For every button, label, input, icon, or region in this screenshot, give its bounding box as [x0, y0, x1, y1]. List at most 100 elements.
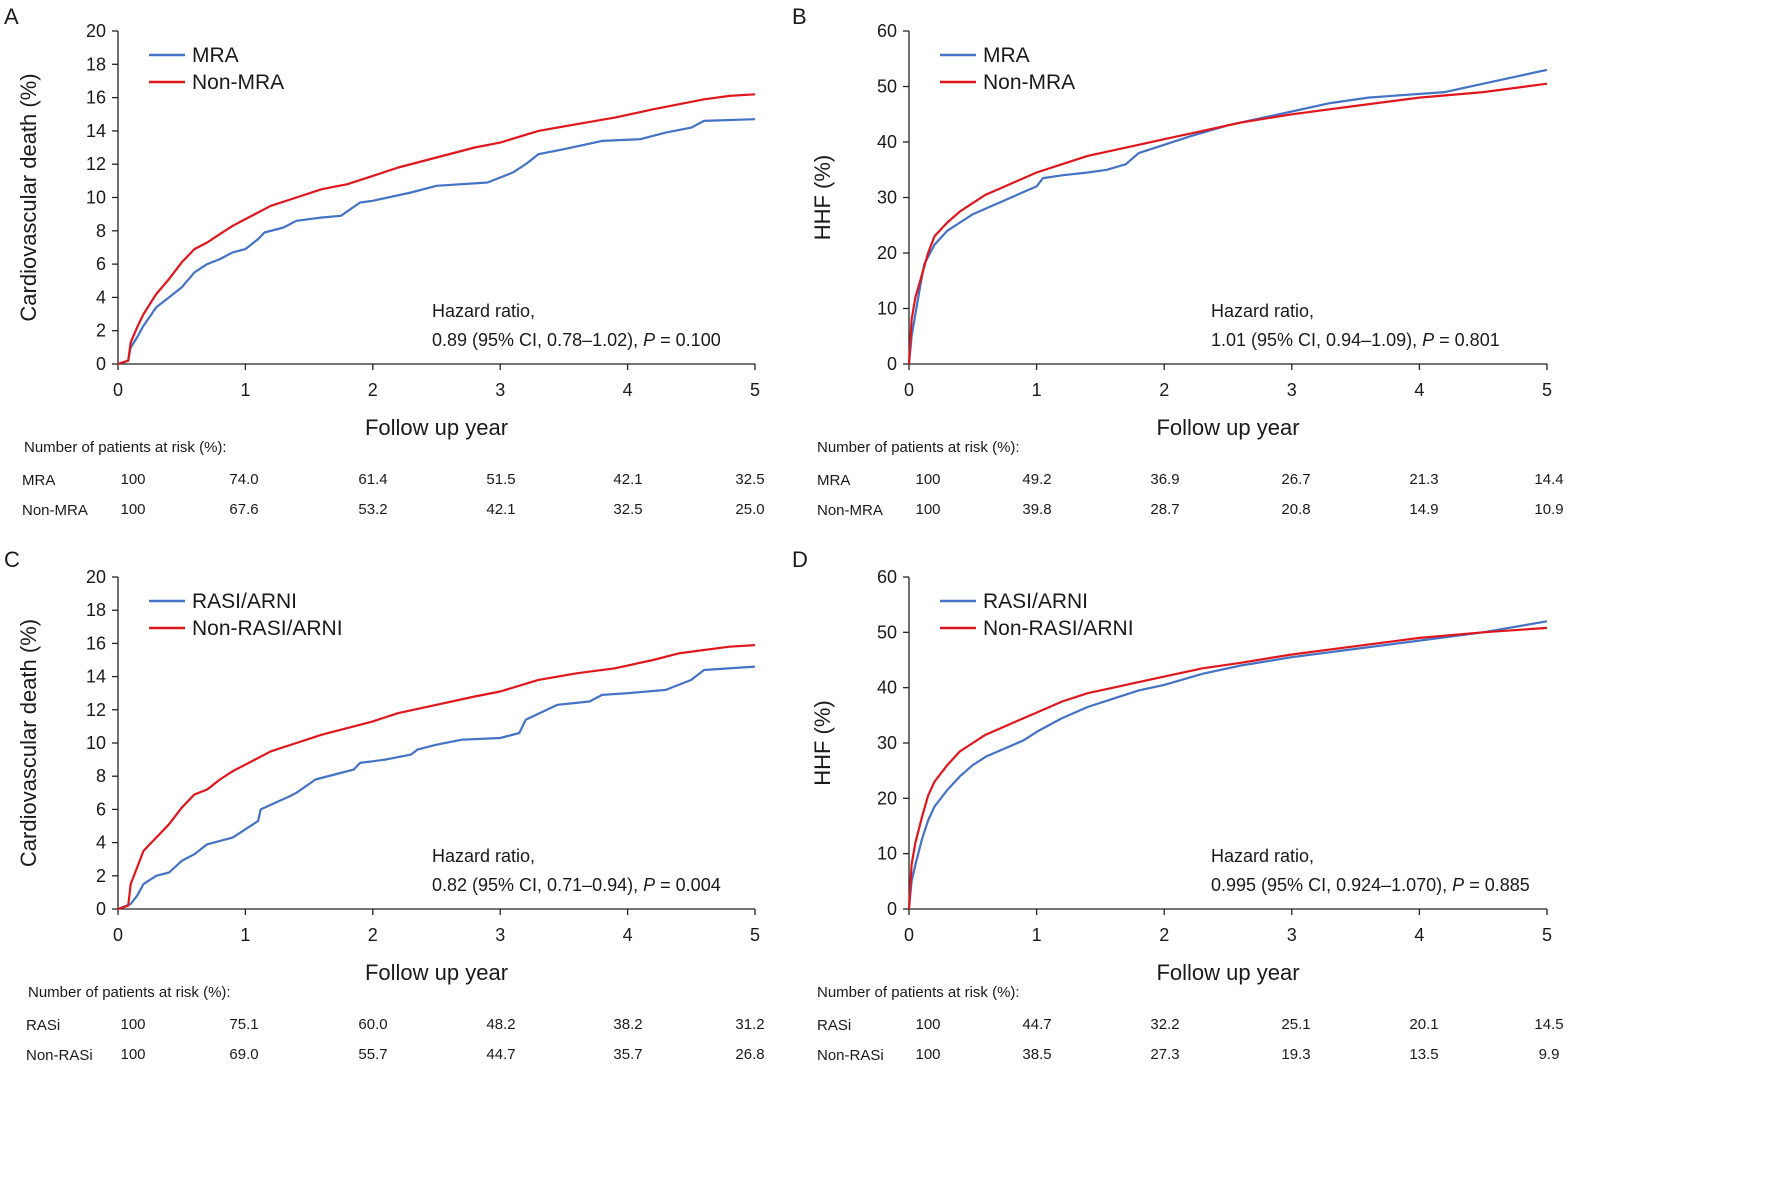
- risk-cell: 100: [915, 1016, 940, 1033]
- risk-cell: 32.5: [735, 471, 764, 488]
- risk-cell: 19.3: [1281, 1046, 1310, 1063]
- x-tick-label: 5: [1542, 380, 1552, 400]
- hazard-ratio-value: 0.995 (95% CI, 0.924–1.070), P = 0.885: [1211, 875, 1530, 895]
- y-tick-label: 6: [96, 254, 106, 274]
- x-tick-label: 2: [368, 925, 378, 945]
- x-tick-label: 2: [1159, 380, 1169, 400]
- chart-panel-b: B 0 10 20 30 40 50 60 0 1 2 3 4 5 Follow up year HHF (%…: [792, 4, 1564, 519]
- risk-cell: 61.4: [358, 471, 387, 488]
- risk-cell: 38.5: [1022, 1046, 1051, 1063]
- hazard-ratio-value: 0.89 (95% CI, 0.78–1.02), P = 0.100: [432, 330, 721, 350]
- series-line-non-rasi-arni: [117, 644, 756, 911]
- hazard-ratio-title: Hazard ratio,: [432, 846, 535, 866]
- risk-cell: 100: [915, 471, 940, 488]
- y-tick-label: 14: [86, 121, 106, 141]
- y-tick-label: 12: [86, 700, 106, 720]
- risk-cell: 100: [120, 1016, 145, 1033]
- risk-cell: 48.2: [486, 1016, 515, 1033]
- y-tick-label: 14: [86, 667, 106, 687]
- y-tick-label: 30: [877, 188, 897, 208]
- y-tick-label: 12: [86, 154, 106, 174]
- risk-cell: 26.7: [1281, 471, 1310, 488]
- y-axis-label: Cardiovascular death (%): [16, 73, 41, 321]
- risk-cell: 38.2: [613, 1016, 642, 1033]
- risk-cell: 100: [120, 501, 145, 518]
- risk-cell: 74.0: [229, 471, 258, 488]
- risk-row-label: Non-MRA: [22, 502, 88, 519]
- risk-cell: 75.1: [229, 1016, 258, 1033]
- hazard-ratio-title: Hazard ratio,: [1211, 846, 1314, 866]
- y-tick-label: 0: [96, 354, 106, 374]
- panel-letter: C: [4, 547, 20, 572]
- risk-cell: 55.7: [358, 1046, 387, 1063]
- risk-cell: 27.3: [1150, 1046, 1179, 1063]
- risk-row-label: Non-RASi: [817, 1047, 884, 1064]
- risk-cell: 21.3: [1409, 471, 1438, 488]
- y-tick-label: 10: [877, 844, 897, 864]
- risk-cell: 20.1: [1409, 1016, 1438, 1033]
- x-tick-label: 1: [240, 380, 250, 400]
- risk-cell: 20.8: [1281, 501, 1310, 518]
- p-value: = 0.100: [655, 330, 721, 350]
- x-axis-label: Follow up year: [365, 415, 508, 440]
- risk-cell: 25.1: [1281, 1016, 1310, 1033]
- risk-cell: 39.8: [1022, 501, 1051, 518]
- series-line-rasi-arni: [907, 620, 1548, 910]
- risk-cell: 44.7: [1022, 1016, 1051, 1033]
- risk-table-title: Number of patients at risk (%):: [817, 439, 1020, 456]
- x-tick-label: 0: [113, 380, 123, 400]
- risk-cell: 10.9: [1534, 501, 1563, 518]
- y-tick-label: 16: [86, 633, 106, 653]
- y-tick-label: 60: [877, 567, 897, 587]
- y-tick-label: 20: [86, 567, 106, 587]
- p-label: P: [1422, 330, 1434, 350]
- risk-cell: 67.6: [229, 501, 258, 518]
- panel-letter: A: [4, 4, 19, 29]
- risk-cell: 60.0: [358, 1016, 387, 1033]
- hr-ci: 0.89 (95% CI, 0.78–1.02),: [432, 330, 643, 350]
- risk-cell: 100: [915, 1046, 940, 1063]
- y-tick-label: 10: [86, 188, 106, 208]
- legend-label: Non-MRA: [983, 71, 1075, 94]
- risk-cell: 44.7: [486, 1046, 515, 1063]
- risk-row-label: RASi: [26, 1017, 60, 1034]
- x-axis-label: Follow up year: [365, 960, 508, 985]
- p-label: P: [643, 875, 655, 895]
- legend-label: Non-RASI/ARNI: [192, 617, 343, 640]
- risk-row-label: Non-MRA: [817, 502, 883, 519]
- hazard-ratio-title: Hazard ratio,: [1211, 301, 1314, 321]
- y-tick-label: 40: [877, 678, 897, 698]
- y-tick-label: 18: [86, 600, 106, 620]
- x-tick-label: 2: [368, 380, 378, 400]
- panel-letter: B: [792, 4, 807, 29]
- risk-row-label: MRA: [22, 472, 55, 489]
- y-tick-label: 30: [877, 733, 897, 753]
- y-tick-label: 6: [96, 799, 106, 819]
- x-tick-label: 5: [750, 380, 760, 400]
- risk-table-title: Number of patients at risk (%):: [28, 984, 231, 1001]
- x-tick-label: 4: [1414, 380, 1424, 400]
- risk-cell: 42.1: [613, 471, 642, 488]
- x-tick-label: 4: [623, 925, 633, 945]
- legend-label: Non-RASI/ARNI: [983, 617, 1134, 640]
- series-line-non-rasi-arni: [907, 626, 1548, 910]
- x-tick-label: 3: [495, 925, 505, 945]
- y-tick-label: 18: [86, 54, 106, 74]
- y-tick-label: 10: [86, 733, 106, 753]
- panel-letter: D: [792, 547, 808, 572]
- x-tick-label: 3: [1287, 925, 1297, 945]
- risk-cell: 51.5: [486, 471, 515, 488]
- y-tick-label: 2: [96, 866, 106, 886]
- hazard-ratio-value: 0.82 (95% CI, 0.71–0.94), P = 0.004: [432, 875, 721, 895]
- risk-cell: 9.9: [1539, 1046, 1560, 1063]
- legend-label: RASI/ARNI: [983, 590, 1088, 613]
- risk-cell: 28.7: [1150, 501, 1179, 518]
- x-tick-label: 1: [1032, 380, 1042, 400]
- hr-ci: 1.01 (95% CI, 0.94–1.09),: [1211, 330, 1422, 350]
- hr-ci: 0.995 (95% CI, 0.924–1.070),: [1211, 875, 1452, 895]
- p-label: P: [643, 330, 655, 350]
- risk-cell: 36.9: [1150, 471, 1179, 488]
- y-tick-label: 50: [877, 77, 897, 97]
